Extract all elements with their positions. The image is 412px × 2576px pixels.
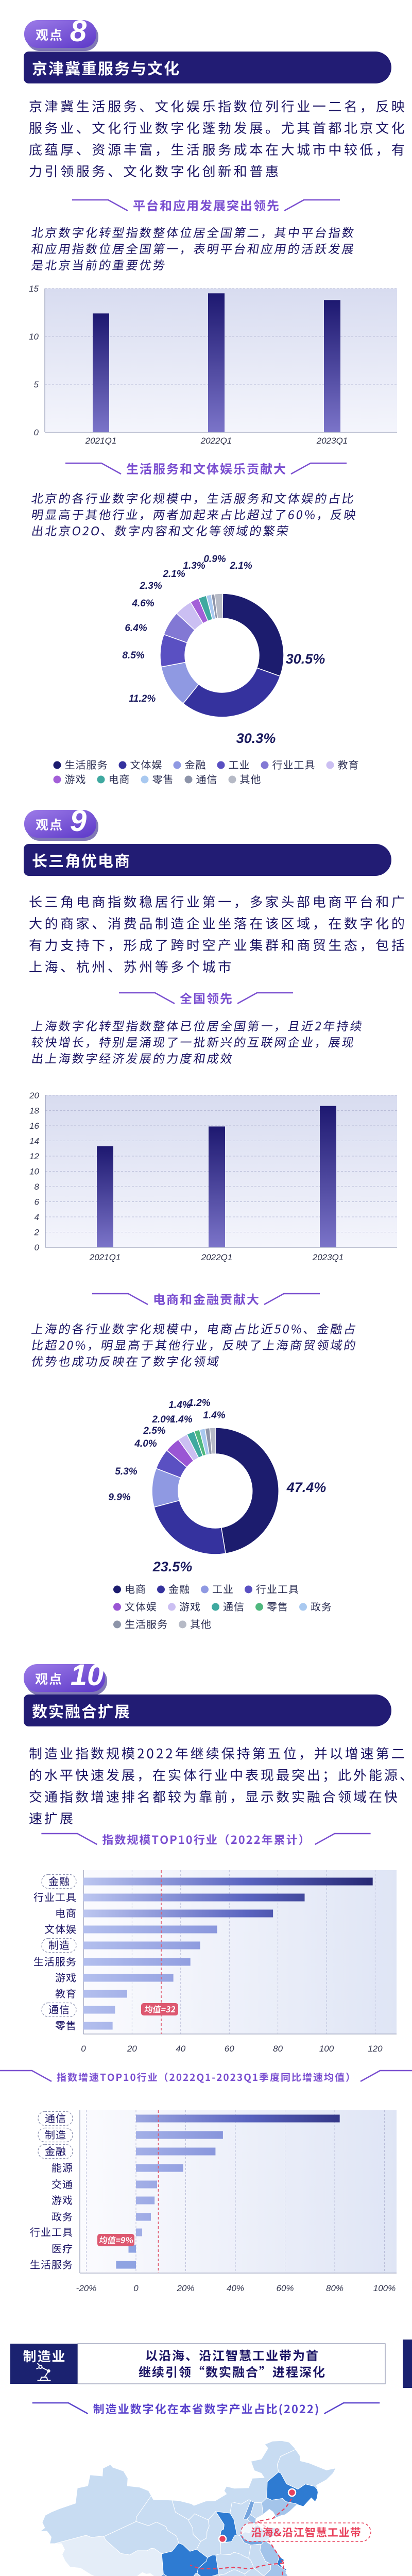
svg-text:4.6%: 4.6% (131, 598, 154, 609)
svg-text:30.5%: 30.5% (286, 651, 325, 667)
svg-text:12: 12 (29, 1151, 39, 1161)
svg-text:20%: 20% (176, 2283, 194, 2293)
svg-text:40%: 40% (227, 2283, 244, 2293)
svg-text:10: 10 (29, 1167, 39, 1177)
svg-text:15: 15 (29, 284, 39, 294)
svg-text:8.5%: 8.5% (122, 650, 144, 661)
svg-text:2.0%: 2.0% (151, 1414, 174, 1425)
svg-text:120: 120 (368, 2044, 383, 2054)
svg-text:14: 14 (29, 1137, 39, 1146)
svg-text:60%: 60% (276, 2283, 294, 2293)
svg-text:20: 20 (29, 1091, 39, 1100)
svg-text:80: 80 (273, 2044, 283, 2054)
svg-text:2023Q1: 2023Q1 (312, 1252, 344, 1262)
svg-text:1.2%: 1.2% (188, 1398, 210, 1409)
svg-text:0: 0 (133, 2283, 139, 2293)
svg-text:40: 40 (176, 2044, 185, 2054)
svg-text:9: 9 (70, 804, 87, 838)
svg-text:4.0%: 4.0% (134, 1438, 157, 1449)
svg-text:2.1%: 2.1% (162, 569, 185, 580)
svg-text:-20%: -20% (76, 2283, 97, 2293)
svg-text:1.3%: 1.3% (183, 561, 205, 571)
svg-text:5.3%: 5.3% (115, 1466, 137, 1477)
svg-text:2.5%: 2.5% (143, 1426, 165, 1436)
svg-text:2023Q1: 2023Q1 (316, 436, 348, 446)
svg-text:4: 4 (35, 1212, 39, 1222)
svg-text:2021Q1: 2021Q1 (89, 1252, 121, 1262)
svg-text:8: 8 (35, 1182, 40, 1192)
svg-text:80%: 80% (326, 2283, 344, 2293)
svg-text:9.9%: 9.9% (108, 1492, 130, 1503)
svg-text:5: 5 (34, 380, 39, 389)
svg-text:2022Q1: 2022Q1 (201, 1252, 233, 1262)
svg-text:2.1%: 2.1% (229, 561, 252, 571)
svg-text:2: 2 (34, 1228, 40, 1238)
svg-text:1.4%: 1.4% (203, 1410, 225, 1421)
svg-text:100%: 100% (373, 2283, 396, 2293)
svg-text:0.9%: 0.9% (203, 554, 226, 565)
svg-text:60: 60 (225, 2044, 234, 2054)
svg-text:6.4%: 6.4% (125, 623, 147, 634)
svg-text:0: 0 (35, 1243, 40, 1252)
svg-text:47.4%: 47.4% (286, 1480, 327, 1495)
svg-text:11.2%: 11.2% (129, 693, 156, 704)
svg-text:2022Q1: 2022Q1 (200, 436, 232, 446)
svg-text:18: 18 (29, 1106, 39, 1116)
svg-text:0: 0 (81, 2044, 86, 2054)
svg-text:8: 8 (70, 14, 87, 48)
svg-text:0: 0 (34, 428, 39, 437)
svg-text:1.4%: 1.4% (170, 1414, 192, 1425)
svg-text:10: 10 (71, 1658, 104, 1692)
svg-text:30.3%: 30.3% (236, 731, 276, 746)
svg-text:6: 6 (35, 1197, 40, 1207)
svg-text:23.5%: 23.5% (152, 1559, 193, 1574)
svg-text:16: 16 (29, 1121, 39, 1131)
svg-text:1.4%: 1.4% (168, 1400, 191, 1411)
svg-text:100: 100 (319, 2044, 334, 2054)
svg-text:2021Q1: 2021Q1 (85, 436, 117, 446)
svg-text:2.3%: 2.3% (139, 581, 162, 591)
svg-text:10: 10 (29, 332, 39, 342)
svg-text:20: 20 (127, 2044, 137, 2054)
